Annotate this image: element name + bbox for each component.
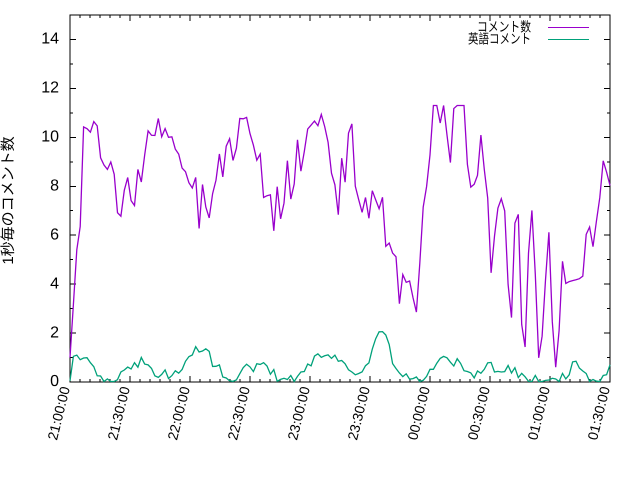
svg-text:2: 2: [50, 324, 59, 341]
svg-text:4: 4: [50, 275, 59, 292]
svg-text:10: 10: [41, 129, 59, 146]
svg-text:1秒毎のコメント数: 1秒毎のコメント数: [0, 136, 17, 264]
svg-text:14: 14: [41, 31, 59, 48]
svg-text:6: 6: [50, 226, 59, 243]
svg-text:8: 8: [50, 178, 59, 195]
svg-text:英語コメント: 英語コメント: [468, 32, 531, 47]
svg-text:12: 12: [41, 80, 59, 97]
